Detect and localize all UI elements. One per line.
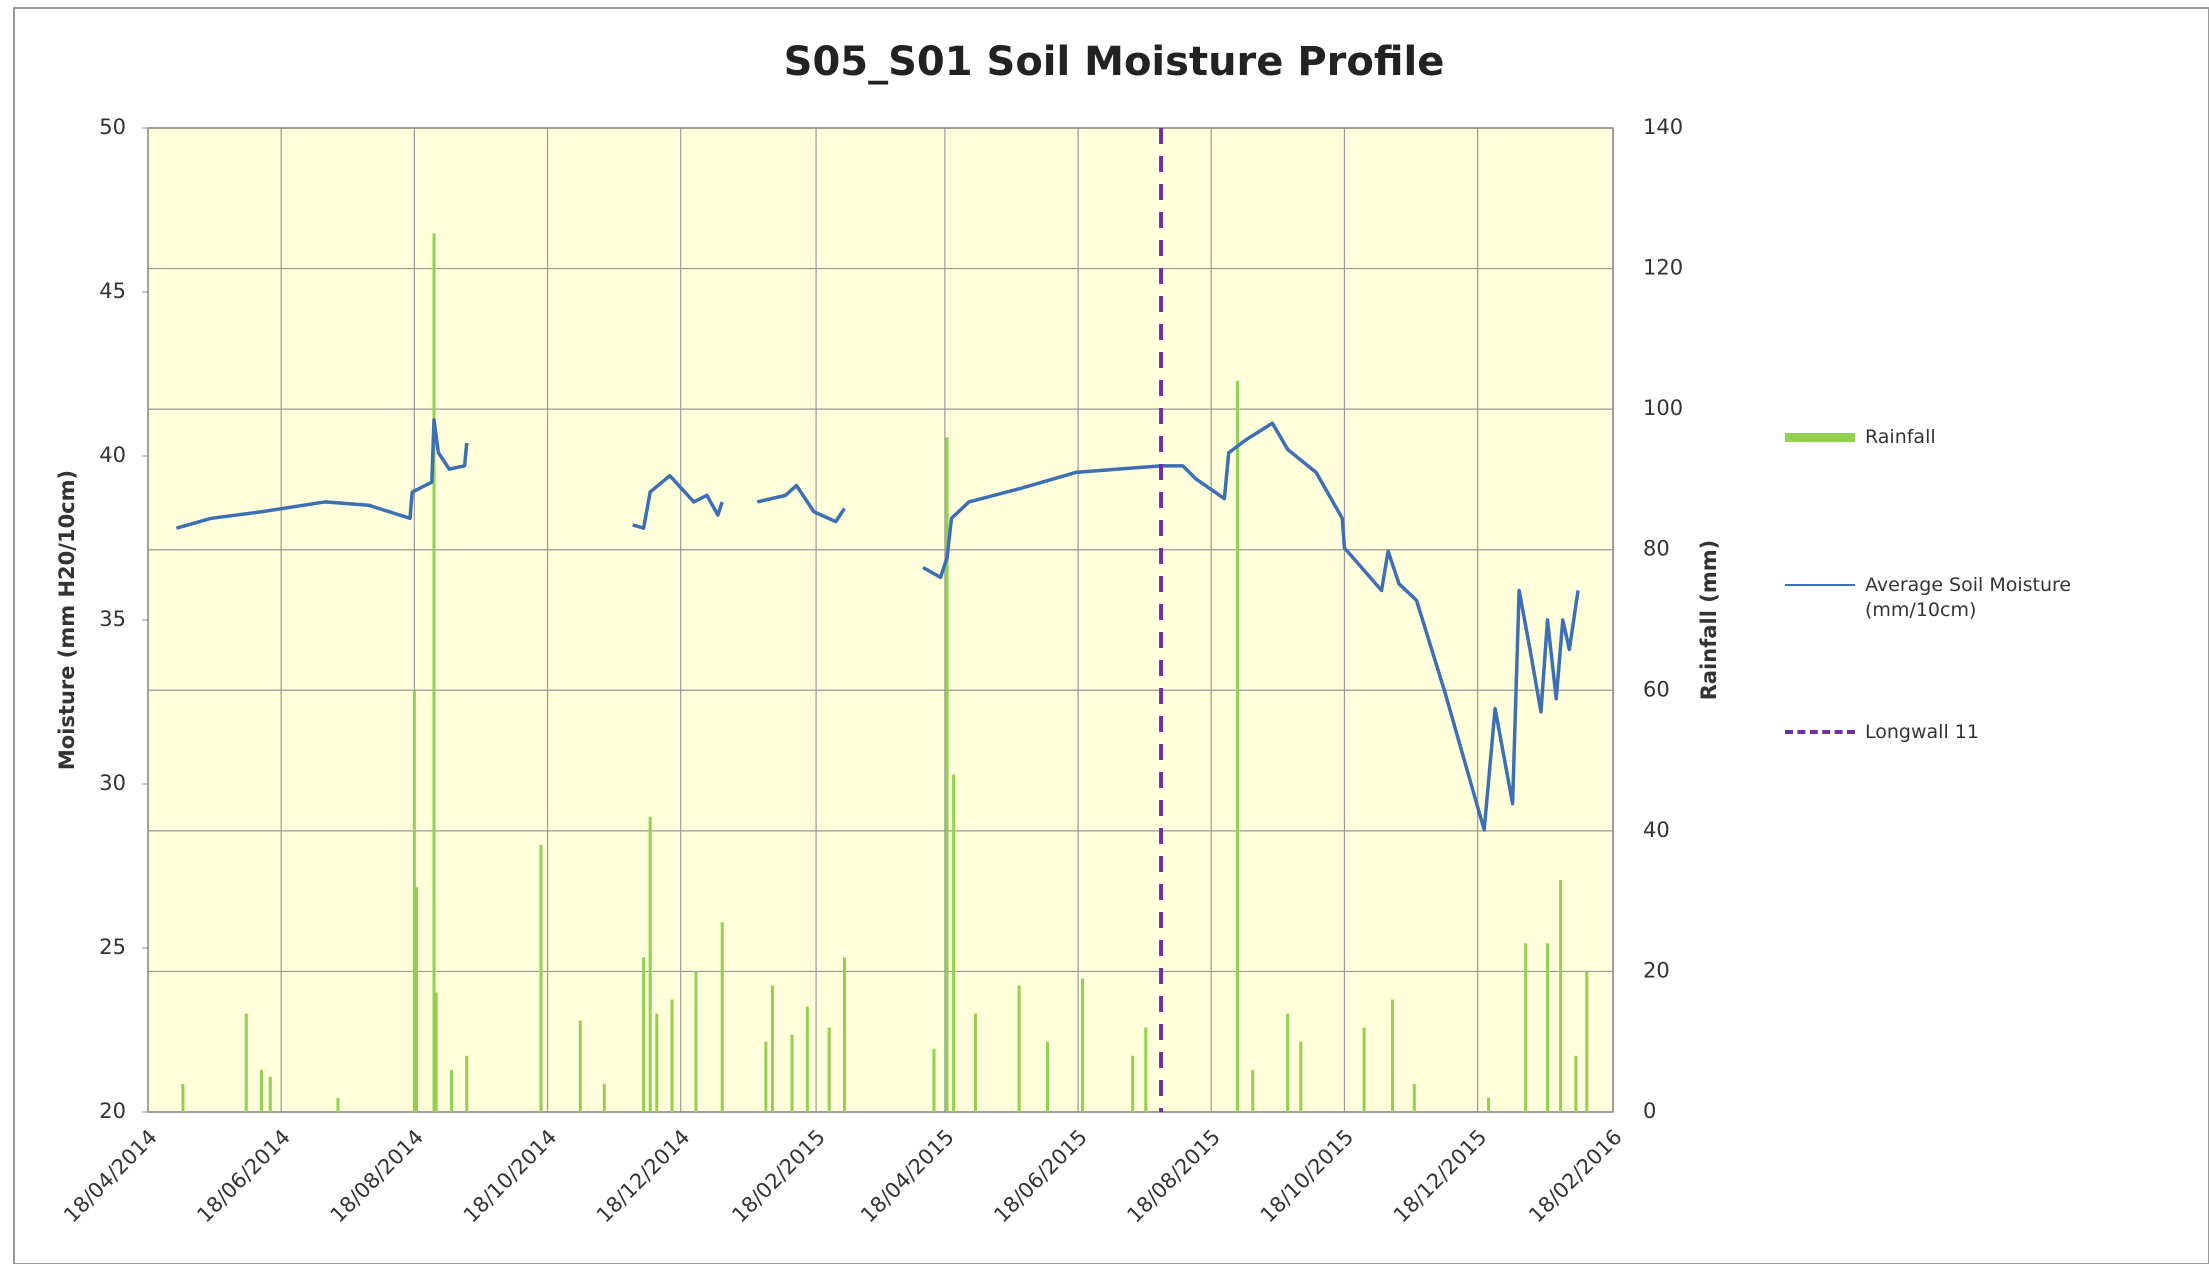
rain-bar xyxy=(244,1013,248,1112)
legend-swatch xyxy=(1785,584,1855,586)
chart-title: S05_S01 Soil Moisture Profile xyxy=(784,39,1445,85)
rain-bar xyxy=(465,1055,469,1112)
y2-tick-label: 40 xyxy=(1643,818,1670,842)
rain-bar xyxy=(268,1076,272,1112)
y2-tick-label: 120 xyxy=(1643,256,1683,280)
rain-bar xyxy=(720,922,724,1112)
y-axis-label: Moisture (mm H20/10cm) xyxy=(55,470,79,770)
rain-bar xyxy=(827,1027,831,1112)
y-tick-label: 40 xyxy=(99,443,126,467)
rain-bar xyxy=(1362,1027,1366,1112)
rain-bar xyxy=(539,844,543,1112)
rain-bar xyxy=(1251,1069,1255,1112)
rain-bar xyxy=(1080,978,1084,1112)
rain-bar xyxy=(1286,1013,1290,1112)
y2-tick-label: 80 xyxy=(1643,537,1670,561)
rain-bar xyxy=(945,437,949,1112)
legend-swatch xyxy=(1785,730,1855,734)
rain-bar xyxy=(181,1083,185,1112)
rain-bar xyxy=(648,816,652,1112)
rain-bar xyxy=(1046,1041,1050,1112)
moisture-line xyxy=(632,473,724,530)
legend-label: Rainfall xyxy=(1865,426,1936,448)
rain-bar xyxy=(1017,985,1021,1112)
rain-bar xyxy=(1412,1083,1416,1112)
plot-area xyxy=(148,128,1613,1112)
rain-bar xyxy=(694,971,698,1112)
rain-bar xyxy=(805,1006,809,1112)
rain-bar xyxy=(1235,381,1239,1112)
rain-bar xyxy=(1131,1055,1135,1112)
rain-bar xyxy=(1546,943,1550,1112)
rain-bar xyxy=(655,1013,659,1112)
rain-bar xyxy=(670,999,674,1112)
rain-bar xyxy=(1390,999,1394,1112)
rain-bar xyxy=(578,1020,582,1112)
rain-bar xyxy=(1574,1055,1578,1112)
rain-bar xyxy=(602,1083,606,1112)
rain-bar xyxy=(1524,943,1528,1112)
y-tick-label: 35 xyxy=(99,607,126,631)
y2-tick-label: 60 xyxy=(1643,677,1670,701)
moisture-line xyxy=(175,418,469,530)
rain-bar xyxy=(932,1048,936,1112)
rain-bar xyxy=(952,774,956,1112)
rain-bar xyxy=(449,1069,453,1112)
rain-bar xyxy=(1144,1027,1148,1112)
rain-bar xyxy=(412,690,416,1112)
y2-tick-label: 100 xyxy=(1643,396,1683,420)
y-tick-label: 25 xyxy=(99,935,126,959)
rain-bar xyxy=(973,1013,977,1112)
moisture-line xyxy=(922,421,1580,832)
y2-tick-label: 0 xyxy=(1643,1099,1656,1123)
legend-label: Longwall 11 xyxy=(1865,721,1979,743)
rain-bar xyxy=(842,957,846,1112)
plot-border xyxy=(147,127,1614,1113)
rain-bar xyxy=(642,957,646,1112)
rain-bar xyxy=(764,1041,768,1112)
rain-bar xyxy=(770,985,774,1112)
rain-bar xyxy=(1299,1041,1303,1112)
legend-swatch xyxy=(1785,433,1855,442)
y-tick-label: 50 xyxy=(99,115,126,139)
y-tick-label: 45 xyxy=(99,279,126,303)
moisture-line xyxy=(756,483,846,524)
y2-tick-label: 140 xyxy=(1643,115,1683,139)
rain-bar xyxy=(790,1034,794,1112)
rain-bar xyxy=(432,233,436,1112)
rain-bar xyxy=(336,1097,340,1112)
legend-label: Average Soil Moisture (mm/10cm) xyxy=(1865,574,2072,621)
y-tick-label: 30 xyxy=(99,771,126,795)
rain-bar xyxy=(1585,971,1589,1112)
rain-bar xyxy=(1559,880,1563,1112)
rain-bar xyxy=(260,1069,264,1112)
rain-bar xyxy=(1487,1097,1491,1112)
y2-tick-label: 20 xyxy=(1643,958,1670,982)
rain-bar xyxy=(415,887,419,1112)
y-tick-label: 20 xyxy=(99,1099,126,1123)
rain-bar xyxy=(434,992,438,1112)
y2-axis-label: Rainfall (mm) xyxy=(1697,540,1721,700)
